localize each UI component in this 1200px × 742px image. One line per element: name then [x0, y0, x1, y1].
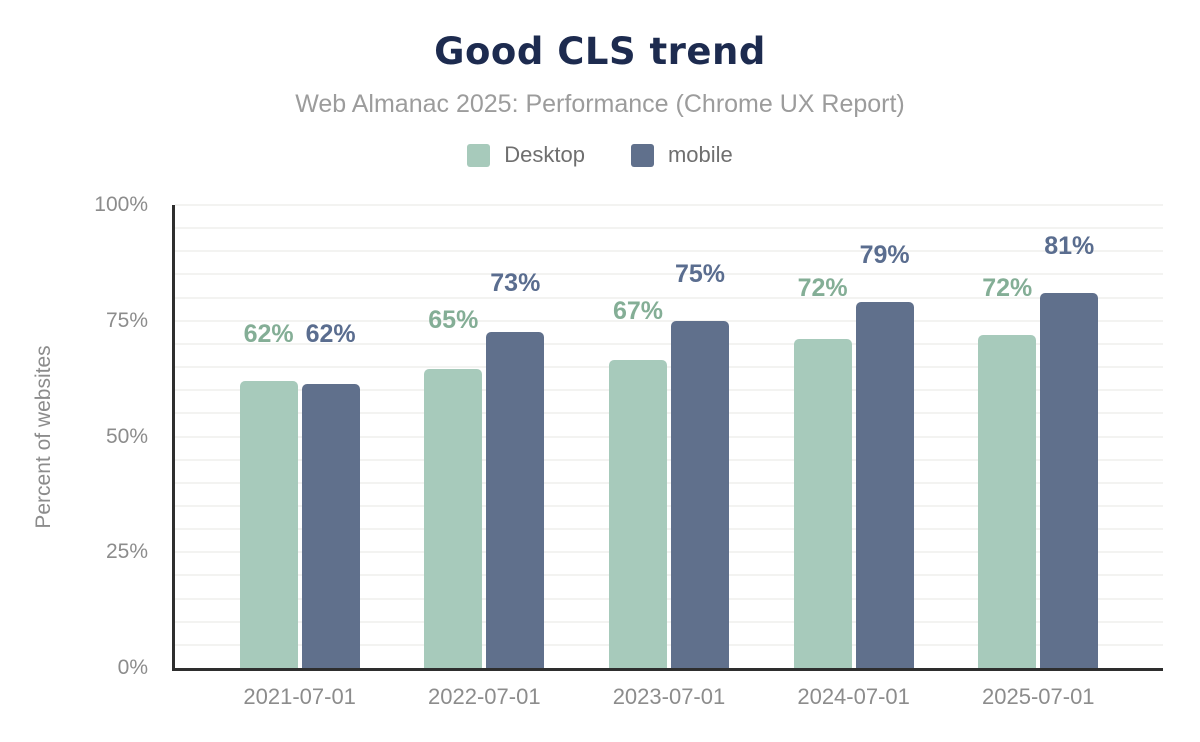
desktop-value-label: 65% [428, 306, 479, 335]
y-tick-label: 100% [94, 193, 148, 216]
desktop-bar [608, 360, 667, 668]
mobile-value-label: 75% [674, 259, 725, 288]
gridline [175, 643, 1163, 646]
gridline [175, 296, 1163, 299]
desktop-bar [978, 334, 1037, 668]
desktop-bar [793, 339, 852, 668]
chart-title: Good CLS trend [434, 30, 766, 73]
gridline [175, 597, 1163, 600]
gridline [175, 435, 1163, 438]
desktop-value-label: 67% [612, 296, 663, 325]
gridline [175, 620, 1163, 623]
bars-row: 62% 62% 2021-07-01 65% 73% 2022-07-01 67% 75% 20… [175, 205, 1163, 709]
gridline [175, 227, 1163, 230]
mobile-bar [855, 302, 914, 668]
y-tick-label: 75% [105, 308, 148, 332]
gridline [175, 412, 1163, 415]
gridline [175, 504, 1163, 507]
mobile-bar [1040, 292, 1099, 668]
gridline [175, 250, 1163, 253]
gridline [175, 458, 1163, 461]
bar-group-2022-07-01: 65% 73% 2022-07-01 [424, 205, 545, 709]
desktop-value-label: 72% [982, 273, 1033, 302]
legend-swatch-desktop [467, 143, 491, 167]
gridline [175, 481, 1163, 484]
gridline [175, 574, 1163, 577]
plot-area: 62% 62% 2021-07-01 65% 73% 2022-07-01 67% 75% 20… [172, 204, 1163, 709]
y-tick-label: 50% [105, 424, 148, 448]
legend-label: mobile [667, 142, 733, 167]
bar-group-2024-07-01: 72% 79% 2024-07-01 [793, 205, 914, 709]
chart-subtitle: Web Almanac 2025: Performance (Chrome UX… [295, 90, 905, 118]
desktop-value-label: 62% [243, 319, 294, 348]
desktop-bar [424, 369, 483, 668]
mobile-bar [486, 332, 545, 668]
x-tick-label: 2021-07-01 [243, 684, 356, 709]
legend-label: Desktop [504, 142, 585, 167]
mobile-value-label: 62% [305, 319, 356, 348]
y-tick-label: 0% [117, 656, 148, 679]
x-tick-label: 2022-07-01 [428, 684, 541, 709]
bar-group-2021-07-01: 62% 62% 2021-07-01 [239, 205, 360, 709]
x-tick-label: 2025-07-01 [982, 684, 1095, 709]
legend: Desktop mobile [0, 142, 1200, 168]
gridline [175, 528, 1163, 531]
gridline [175, 389, 1163, 392]
gridline [175, 551, 1163, 554]
desktop-value-label: 72% [797, 273, 848, 302]
x-tick-label: 2023-07-01 [612, 684, 726, 709]
mobile-value-label: 73% [490, 269, 541, 298]
gridline [175, 273, 1163, 276]
mobile-value-label: 81% [1044, 231, 1095, 260]
bar-group-2025-07-01: 72% 81% 2025-07-01 [978, 205, 1099, 709]
gridline [175, 319, 1163, 322]
y-axis-ticks: 0% 25% 50% 75% 100% [0, 193, 158, 679]
gridline [175, 342, 1163, 345]
legend-item-mobile: mobile [630, 142, 733, 168]
legend-item-desktop: Desktop [467, 142, 585, 168]
desktop-bar [239, 380, 298, 668]
bar-group-2023-07-01: 67% 75% 2023-07-01 [608, 205, 729, 709]
x-tick-label: 2024-07-01 [797, 684, 910, 709]
y-tick-label: 25% [105, 540, 148, 564]
mobile-bar [301, 384, 360, 668]
gridline [175, 204, 1163, 206]
legend-swatch-mobile [630, 143, 654, 167]
gridline [175, 366, 1163, 369]
mobile-value-label: 79% [859, 241, 910, 270]
mobile-bar [670, 320, 729, 668]
